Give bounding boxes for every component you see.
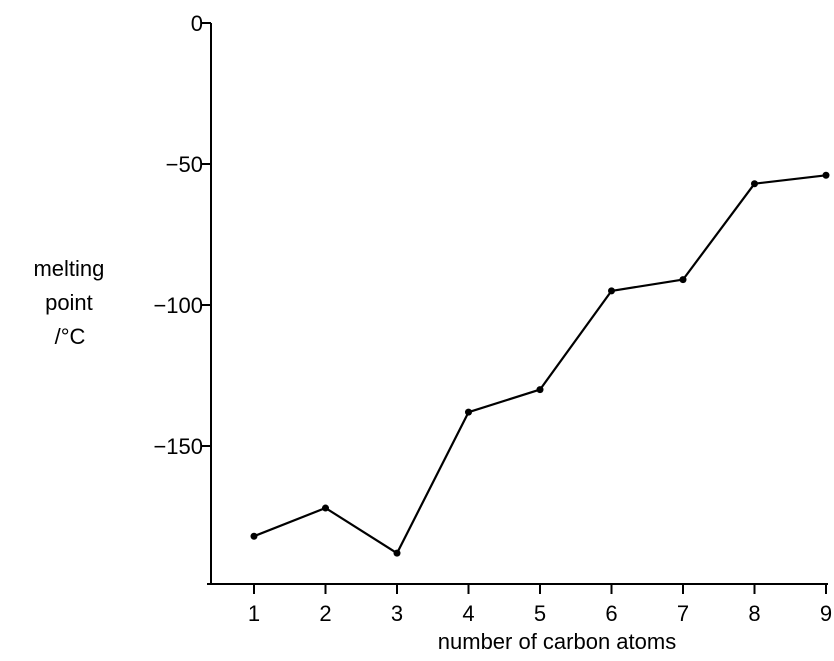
data-point (536, 386, 544, 394)
x-axis-title: number of carbon atoms (438, 629, 676, 654)
x-tick-label: 7 (677, 601, 689, 626)
x-tick-label: 2 (319, 601, 331, 626)
data-point (465, 408, 472, 416)
series-line (253, 174, 827, 555)
data-point (250, 532, 258, 540)
y-axis-title-line: melting (33, 256, 104, 281)
y-axis-title-line: point (45, 290, 93, 315)
series (250, 171, 830, 557)
data-point (751, 180, 758, 188)
x-tick-label: 1 (248, 601, 260, 626)
y-tick-label: 0 (191, 11, 203, 36)
x-tick-label: 9 (820, 601, 832, 626)
y-tick-label: −150 (153, 434, 203, 459)
x-ticks: 1 2 3 4 5 6 7 8 9 (248, 584, 832, 626)
y-axis-title: melting point /°C (33, 256, 110, 349)
x-tick-label: 4 (462, 601, 474, 626)
data-point (679, 276, 687, 284)
y-tick-label: −100 (153, 293, 203, 318)
x-tick-label: 8 (748, 601, 760, 626)
x-tick-label: 5 (534, 601, 546, 626)
y-ticks: 0 −50 −100 −150 (153, 11, 211, 459)
data-point (322, 504, 329, 512)
data-point (822, 171, 830, 179)
y-tick-label: −50 (166, 152, 203, 177)
data-point (393, 549, 401, 557)
x-tick-label: 3 (391, 601, 403, 626)
x-tick-label: 6 (605, 601, 617, 626)
y-axis-title-line: /°C (55, 324, 86, 349)
data-point (608, 287, 615, 295)
